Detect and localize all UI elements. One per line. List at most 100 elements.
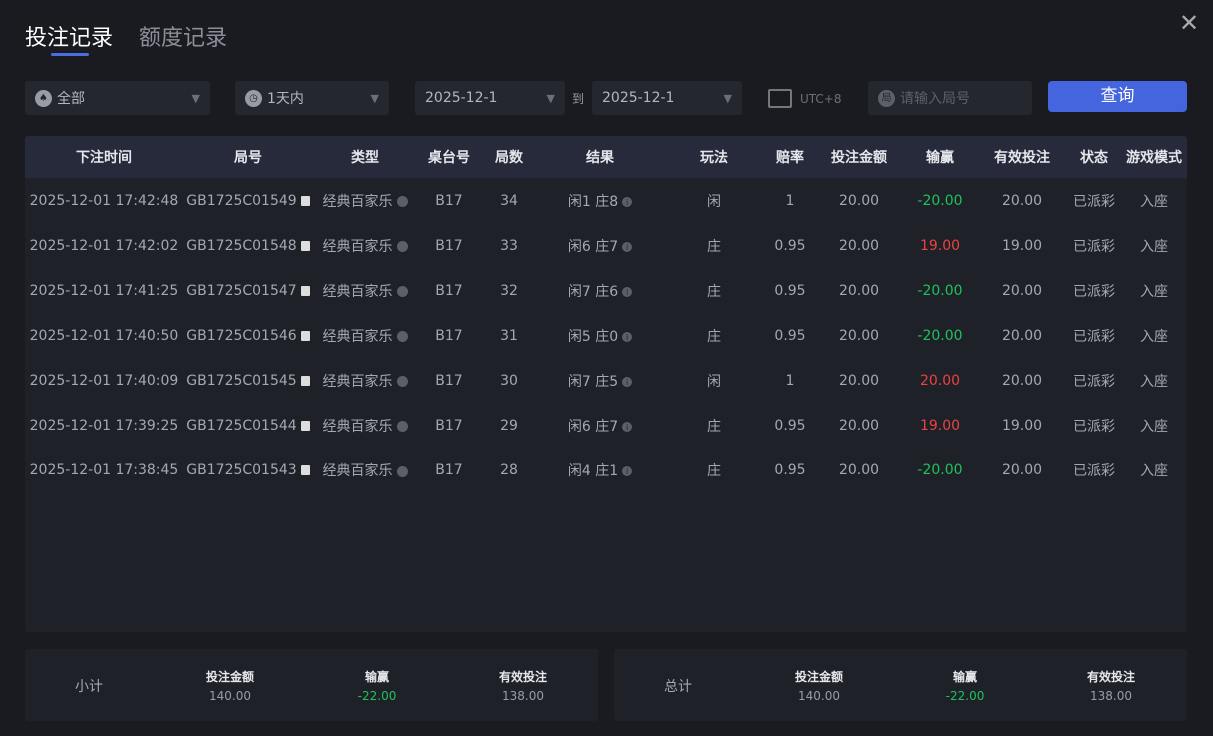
cell-time: 2025-12-01 17:41:25 (25, 283, 183, 299)
valid-value: 20.00 (1001, 282, 1043, 299)
total-amount-label: 投注金额 (794, 670, 843, 684)
valid-value: 20.00 (1001, 462, 1043, 478)
total-winloss-label: 输赢 (952, 670, 977, 684)
bet-value: 闲 (707, 193, 721, 210)
copy-icon[interactable] (300, 240, 310, 251)
table-row: 2025-12-01 17:39:25 GB1725C01544 经典百家乐 B17 2… (25, 403, 1187, 448)
time-value: 2025-12-01 17:39:25 (29, 417, 179, 434)
date-to-select[interactable]: 2025-12-1 ▼ (592, 81, 742, 115)
cell-type: 经典百家乐 (313, 326, 417, 346)
copy-icon[interactable] (300, 195, 310, 206)
chevron-down-icon: ▼ (546, 91, 555, 105)
calendar-icon (768, 89, 792, 108)
cell-winloss: 19.00 (903, 238, 977, 254)
winloss-value: 19.00 (919, 237, 961, 254)
id-value: GB1725C01547 (186, 282, 297, 299)
cell-result: 闲6 庄7 i (537, 236, 663, 256)
tab-credit-records[interactable]: 额度记录 (139, 26, 228, 51)
info-icon[interactable]: i (622, 376, 633, 387)
type-value: 经典百家乐 (322, 463, 393, 479)
date-to-value: 2025-12-1 (602, 90, 675, 106)
round-value: 34 (500, 192, 518, 209)
tab-bet-records[interactable]: 投注记录 (25, 20, 113, 56)
table-row: 2025-12-01 17:42:48 GB1725C01549 经典百家乐 B17 3… (25, 178, 1187, 223)
info-icon[interactable] (396, 376, 408, 387)
cell-valid: 20.00 (977, 462, 1067, 478)
subtotal-winloss-label: 输赢 (364, 670, 389, 684)
cell-odds: 0.95 (765, 283, 815, 299)
cell-bet: 庄 (663, 236, 765, 256)
cell-mode: 入座 (1121, 281, 1187, 301)
copy-icon[interactable] (300, 285, 310, 296)
cell-time: 2025-12-01 17:40:09 (25, 373, 183, 389)
info-icon[interactable]: i (622, 196, 633, 207)
info-icon[interactable]: i (622, 241, 633, 252)
info-icon[interactable] (396, 286, 408, 297)
timezone[interactable]: UTC+8 (768, 89, 841, 108)
game-type-select[interactable]: ♠ 全部 ▼ (25, 81, 210, 115)
column-header: 游戏模式 (1126, 150, 1182, 166)
period-value: 1天内 (267, 91, 304, 107)
cell-table: B17 (417, 328, 481, 344)
table-value: B17 (435, 237, 463, 254)
valid-value: 19.00 (1001, 417, 1043, 434)
odds-value: 0.95 (774, 327, 806, 344)
column-header: 局号 (234, 150, 262, 166)
copy-icon[interactable] (300, 420, 310, 431)
cell-table: B17 (417, 238, 481, 254)
round-search-input[interactable]: 局 请输入局号 (868, 81, 1032, 115)
cell-id: GB1725C01548 (183, 238, 313, 254)
amount-value: 20.00 (838, 417, 880, 434)
cell-mode: 入座 (1121, 371, 1187, 391)
info-icon[interactable] (396, 421, 408, 432)
info-icon[interactable] (396, 241, 408, 252)
cell-time: 2025-12-01 17:38:45 (25, 462, 183, 478)
table-value: B17 (435, 327, 463, 344)
mode-value: 入座 (1140, 283, 1168, 300)
chevron-down-icon: ▼ (370, 91, 379, 105)
winloss-value: -20.00 (917, 282, 963, 299)
total-valid: 138.00 (1090, 689, 1132, 703)
query-button[interactable]: 查询 (1048, 81, 1187, 112)
info-icon[interactable] (396, 465, 408, 477)
cell-result: 闲6 庄7 i (537, 416, 663, 436)
round-icon: 局 (878, 89, 895, 107)
info-icon[interactable]: i (622, 421, 633, 432)
status-value: 已派彩 (1073, 283, 1115, 300)
copy-icon[interactable] (300, 465, 310, 475)
copy-icon[interactable] (300, 375, 310, 386)
spade-icon: ♠ (35, 89, 52, 107)
cell-amount: 20.00 (815, 193, 903, 209)
table-header: 下注时间 局号 类型 桌台号 局数 结果 玩法 赔率 投注金额 输赢 有效投注 状态 游戏模式 (25, 136, 1187, 178)
period-select[interactable]: ◷ 1天内 ▼ (235, 81, 389, 115)
cell-status: 已派彩 (1067, 191, 1121, 211)
mode-value: 入座 (1140, 463, 1168, 479)
cell-round: 29 (481, 418, 537, 434)
info-icon[interactable]: i (622, 286, 633, 297)
cell-winloss: 20.00 (903, 373, 977, 389)
column-header: 有效投注 (994, 150, 1050, 166)
info-icon[interactable]: i (622, 466, 633, 476)
cell-status: 已派彩 (1067, 281, 1121, 301)
cell-status: 已派彩 (1067, 416, 1121, 436)
status-value: 已派彩 (1073, 418, 1115, 435)
clock-icon: ◷ (245, 89, 262, 107)
cell-table: B17 (417, 462, 481, 478)
odds-value: 0.95 (774, 282, 806, 299)
subtotal-amount: 140.00 (209, 689, 251, 703)
info-icon[interactable]: i (622, 331, 633, 342)
subtotal-valid-label: 有效投注 (498, 670, 547, 684)
close-icon[interactable]: ✕ (1178, 9, 1200, 37)
total-label: 总计 (664, 679, 692, 695)
copy-icon[interactable] (300, 330, 310, 341)
date-from-select[interactable]: 2025-12-1 ▼ (415, 81, 565, 115)
id-value: GB1725C01543 (186, 462, 297, 478)
mode-value: 入座 (1140, 418, 1168, 435)
status-value: 已派彩 (1073, 238, 1115, 255)
result-value: 闲4 庄1 (567, 463, 619, 479)
cell-winloss: -20.00 (903, 193, 977, 209)
info-icon[interactable] (396, 331, 408, 342)
column-header: 赔率 (776, 150, 804, 166)
table-row: 2025-12-01 17:38:45 GB1725C01543 经典百家乐 B17 2… (25, 448, 1187, 492)
info-icon[interactable] (396, 196, 408, 207)
